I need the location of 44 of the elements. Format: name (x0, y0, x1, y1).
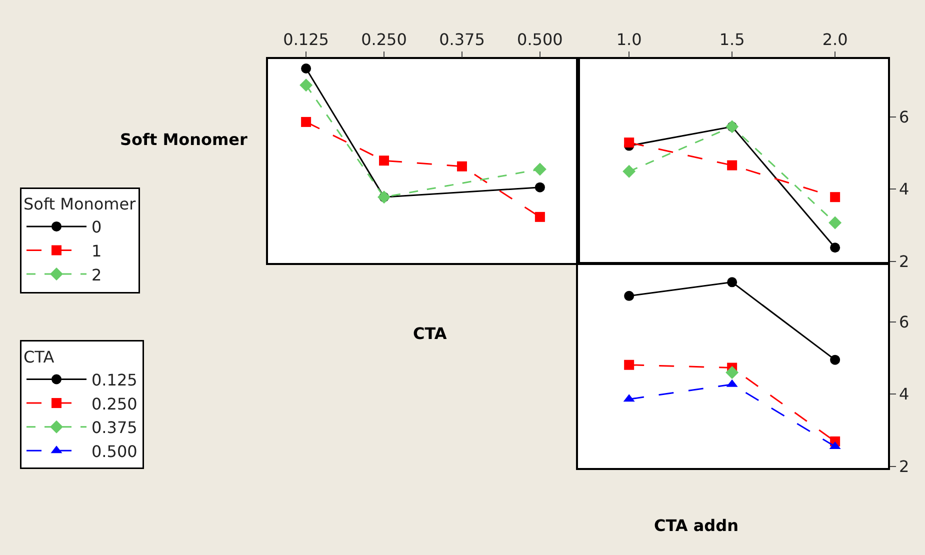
legend-label: 0.125 (92, 370, 138, 390)
legend-title: CTA (24, 347, 54, 366)
point (830, 192, 840, 202)
point (534, 182, 545, 192)
legend-label: 2 (92, 265, 102, 284)
point (830, 354, 840, 365)
legend-label: 0.375 (92, 418, 138, 438)
legend-label: 0 (92, 218, 102, 237)
point (727, 160, 738, 170)
point (624, 290, 634, 301)
y-tick-label: 2 (898, 252, 910, 271)
y-tick-label: 2 (898, 456, 910, 476)
y-tick-label: 6 (898, 108, 910, 127)
y-tick-label: 4 (898, 384, 910, 404)
legend-label: 0.500 (92, 442, 138, 461)
point (624, 138, 634, 148)
x-axis-title: CTA (413, 324, 448, 343)
point (301, 116, 312, 127)
point (533, 162, 546, 176)
x-tick-label: 1.5 (719, 30, 745, 49)
point (456, 161, 467, 172)
point (624, 360, 634, 370)
x-tick-label: 0.375 (439, 30, 485, 49)
legend-label: 1 (92, 242, 102, 260)
point (300, 78, 313, 92)
x-tick-label: 0.500 (517, 30, 563, 49)
point (726, 366, 739, 379)
y-axis-title: Soft Monomer (120, 130, 248, 149)
point (622, 164, 636, 178)
point (727, 277, 738, 288)
y-tick-label: 4 (898, 180, 910, 199)
x-tick-label: 0.125 (283, 30, 329, 49)
x-axis-title: CTA addn (654, 516, 738, 535)
x-tick-label: 1.0 (616, 30, 642, 49)
x-tick-label: 0.250 (361, 30, 407, 49)
point (828, 216, 842, 230)
x-tick-label: 2.0 (822, 30, 848, 49)
point (534, 212, 545, 222)
point (379, 156, 390, 166)
y-tick-label: 6 (898, 312, 910, 332)
legend-label: 0.250 (92, 394, 138, 414)
point (830, 242, 840, 253)
point (301, 64, 312, 74)
legend-title: Soft Monomer (24, 194, 136, 214)
